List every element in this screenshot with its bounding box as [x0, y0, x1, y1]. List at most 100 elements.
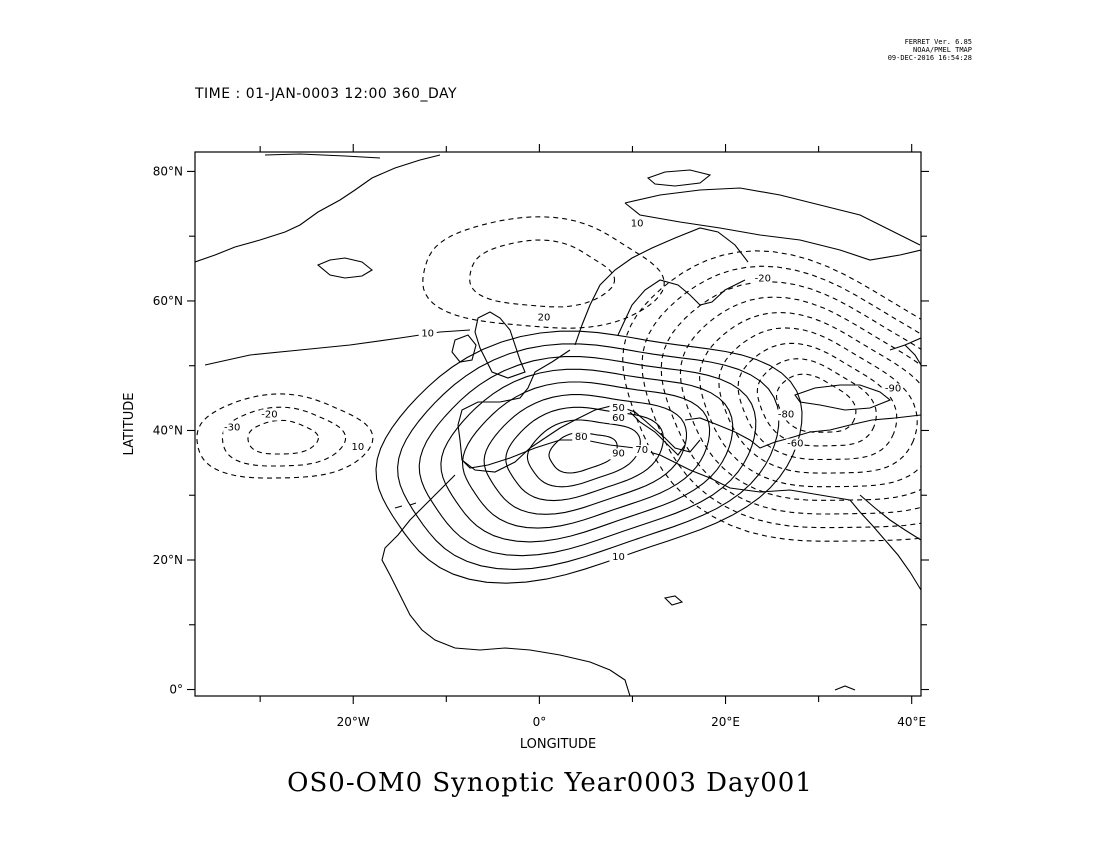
contour-label: 60	[612, 413, 625, 424]
contour-label: 20	[538, 312, 551, 323]
positive-contour-ring	[461, 381, 711, 529]
negative-contour-atlantic	[247, 419, 319, 455]
negative-contour-ring	[679, 296, 921, 501]
contour-label: 10	[631, 218, 644, 229]
ferret-credit: FERRET Ver. 6.85 NOAA/PMEL TMAP 09-DEC-2…	[888, 38, 972, 62]
y-tick-label: 80°N	[153, 164, 183, 178]
contour-label: 90	[612, 448, 625, 459]
contour-label: -60	[787, 439, 803, 450]
x-tick-label: 0°	[533, 715, 547, 729]
credit-org: NOAA/PMEL TMAP	[912, 46, 972, 54]
coastline-gulf-of-guinea	[834, 685, 856, 691]
contour-label-background	[609, 403, 628, 415]
contour-label-background	[609, 412, 628, 424]
time-label: TIME : 01-JAN-0003 12:00 360_DAY	[195, 86, 458, 102]
contour-label: -20	[261, 410, 277, 421]
positive-contour-ring	[418, 356, 757, 557]
coastline-caspian-2	[889, 344, 921, 366]
positive-contour-outer	[204, 329, 471, 366]
contour-label: 70	[635, 445, 648, 456]
contour-label: -20	[755, 274, 771, 285]
y-tick-label: 60°N	[153, 294, 183, 308]
credit-timestamp: 09-DEC-2016 16:54:28	[887, 54, 972, 62]
coastline-red-sea	[849, 499, 921, 591]
contour-label-background	[260, 409, 279, 421]
coastline-arabia	[859, 494, 921, 541]
x-axis-title: LONGITUDE	[520, 737, 596, 752]
x-tick-label: 40°E	[897, 715, 926, 729]
coastlines	[195, 153, 921, 696]
contour-label-background	[572, 432, 591, 444]
coastline-britain	[474, 311, 526, 379]
contour-label-background	[535, 312, 554, 324]
coastline-iceland	[316, 257, 373, 279]
contour-label-background	[777, 409, 796, 421]
contour-label: -30	[224, 422, 240, 433]
negative-contour-ring	[756, 358, 877, 447]
contour-label-background	[348, 441, 367, 453]
contour-label: 10	[352, 442, 365, 453]
negative-contours	[196, 216, 921, 542]
negative-contour-north	[469, 239, 616, 308]
y-tick-label: 20°N	[153, 553, 183, 567]
coastline-africa-west	[381, 474, 631, 696]
coastline-cape-verde	[663, 595, 684, 606]
plot-title: OS0-OM0 Synoptic Year0003 Day001	[287, 768, 813, 798]
contour-label-background	[418, 328, 437, 340]
negative-contour-ring	[737, 342, 898, 461]
coastline-black-sea	[794, 384, 892, 411]
contour-label-background	[628, 218, 647, 230]
positive-contour-ring	[526, 419, 641, 488]
contour-label-background	[753, 273, 772, 285]
negative-contour-ring	[775, 373, 857, 433]
coastline-greenland	[195, 154, 441, 263]
contour-label: 80	[575, 432, 588, 443]
axis-tick-labels: 20°W 0° 20°E 40°E 0° 20°N 40°N 60°N 80°N	[153, 164, 926, 729]
positive-contour-ring	[397, 343, 780, 570]
negative-contour-ring	[699, 311, 921, 488]
negative-contour-atlantic	[221, 406, 347, 467]
contour-label-background	[786, 438, 805, 450]
contour-label: -80	[778, 410, 794, 421]
axis-ticks	[187, 144, 929, 704]
negative-contour-ring	[718, 327, 918, 474]
contour-label: 10	[612, 552, 625, 563]
coastline-sweden-finland	[617, 279, 746, 336]
contour-label: -90	[885, 384, 901, 395]
positive-contours	[204, 329, 803, 584]
coastline-norway	[574, 227, 749, 346]
coastline-greenland-north	[264, 153, 381, 159]
positive-contour-ring	[375, 330, 803, 584]
coastline-arctic-russia	[624, 202, 921, 261]
negative-contour-ring	[622, 250, 921, 542]
contour-label-background	[632, 445, 651, 457]
plot-frame	[194, 151, 922, 697]
contour-label-background	[609, 448, 628, 460]
contour-label-background	[223, 422, 242, 434]
contour-label-background	[884, 383, 903, 395]
coastline-svalbard	[646, 169, 712, 187]
negative-contour-north	[422, 216, 665, 329]
coastline-caspian	[904, 337, 921, 346]
y-tick-label: 40°N	[153, 423, 183, 437]
positive-contour-ring	[548, 432, 618, 474]
positive-contour-ring	[483, 394, 688, 515]
y-axis-title: LATITUDE	[122, 393, 137, 456]
coastline-canary-islands	[394, 502, 417, 509]
negative-contour-ring	[660, 281, 921, 515]
coastline-mediterranean-north	[544, 404, 701, 453]
contour-label: 50	[612, 403, 625, 414]
x-tick-label: 20°E	[711, 715, 740, 729]
coastline-balkans	[684, 414, 921, 449]
y-tick-label: 0°	[169, 683, 183, 697]
positive-contour-ring	[440, 368, 734, 543]
credit-version: FERRET Ver. 6.85	[904, 38, 972, 46]
coastline-novaya-zemlya	[624, 187, 921, 246]
coastline-ireland	[451, 334, 477, 363]
negative-contour-atlantic	[196, 393, 374, 479]
coastline-france-iberia	[457, 349, 571, 473]
coastline-italy	[629, 411, 686, 456]
contour-label-background	[609, 552, 628, 563]
